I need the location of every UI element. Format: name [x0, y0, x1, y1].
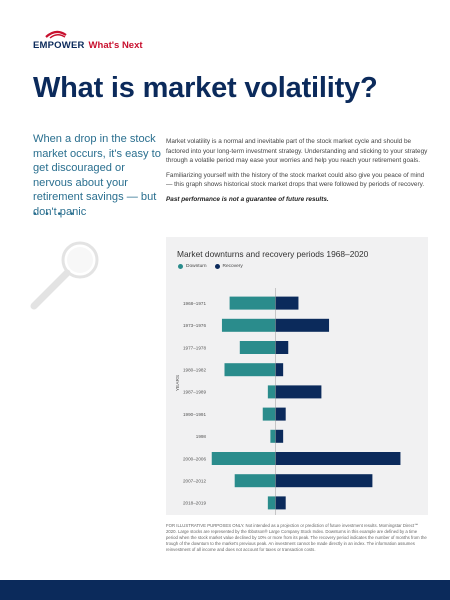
y-tick-label: 2007–2012	[183, 479, 206, 484]
bar-downturn	[224, 363, 276, 377]
brand-logo[interactable]: EMPOWER What's Next	[33, 40, 143, 51]
bar-downturn	[267, 496, 276, 510]
bar-recovery	[275, 407, 286, 421]
legend-recovery-label: Recovery	[222, 264, 243, 269]
bar-downturn	[229, 296, 276, 310]
body-copy: Market volatility is a normal and inevit…	[166, 137, 428, 210]
bar-downturn	[221, 318, 276, 332]
legend-recovery-swatch	[214, 264, 220, 269]
y-tick-label: 1990–1991	[183, 412, 206, 417]
y-tick-label: 1977–1978	[183, 345, 206, 350]
bar-recovery	[275, 296, 299, 310]
legend-downturn-swatch	[178, 264, 183, 269]
bar-downturn	[270, 429, 276, 443]
bar-recovery	[275, 452, 401, 465]
recovery-chart: Market downturns and recovery periods 19…	[166, 237, 428, 515]
intro-text: When a drop in the stock market occurs, …	[33, 133, 161, 218]
bar-recovery	[275, 429, 284, 443]
magnifier-icon	[30, 241, 99, 310]
y-tick-label: 2000–2006	[183, 456, 206, 461]
legend-recovery: Recovery	[214, 264, 243, 269]
brand-tagline: What's Next	[88, 40, 143, 51]
body-paragraph-1: Market volatility is a normal and inevit…	[166, 138, 428, 165]
bar-downturn	[211, 452, 276, 465]
bar-recovery	[275, 318, 330, 332]
y-tick-label: 1980–1982	[183, 368, 206, 373]
legend-downturn: Downturn	[178, 264, 207, 269]
brand-name: EMPOWER	[33, 40, 85, 51]
bar-recovery	[275, 363, 284, 377]
chart-plot: 1968–1971 1973–1976 1977–1978 1980–1982 1987…	[175, 288, 401, 515]
legend-downturn-label: Downturn	[186, 264, 207, 269]
y-tick-label: 1968–1971	[183, 301, 206, 306]
decorative-dots: • • • •	[33, 209, 77, 220]
body-paragraph-2: Familiarizing yourself with the history …	[166, 171, 425, 189]
bar-downturn	[234, 474, 276, 488]
footnote: FOR ILLUSTRATIVE PURPOSES ONLY. Not inte…	[166, 523, 427, 553]
bar-recovery	[275, 385, 322, 399]
performance-disclaimer: Past performance is not a guarantee of f…	[166, 195, 329, 203]
bar-recovery	[275, 474, 373, 488]
y-tick-label: 2018–2019	[183, 501, 206, 506]
bar-downturn	[239, 341, 276, 354]
y-tick-label: 1998	[196, 434, 207, 439]
chart-title: Market downturns and recovery periods 19…	[177, 249, 369, 259]
bar-downturn	[262, 407, 276, 421]
y-axis-label: YEARS	[175, 375, 181, 391]
empower-logo-icon	[45, 30, 67, 39]
chart-legend: Downturn Recovery	[178, 264, 251, 269]
page-title: What is market volatility?	[33, 72, 378, 104]
y-tick-label: 1987–1989	[183, 390, 206, 395]
footer-bar	[0, 580, 450, 600]
bar-recovery	[275, 496, 286, 510]
y-tick-label: 1973–1976	[183, 323, 206, 328]
bar-downturn	[267, 385, 276, 399]
bar-recovery	[275, 341, 289, 354]
